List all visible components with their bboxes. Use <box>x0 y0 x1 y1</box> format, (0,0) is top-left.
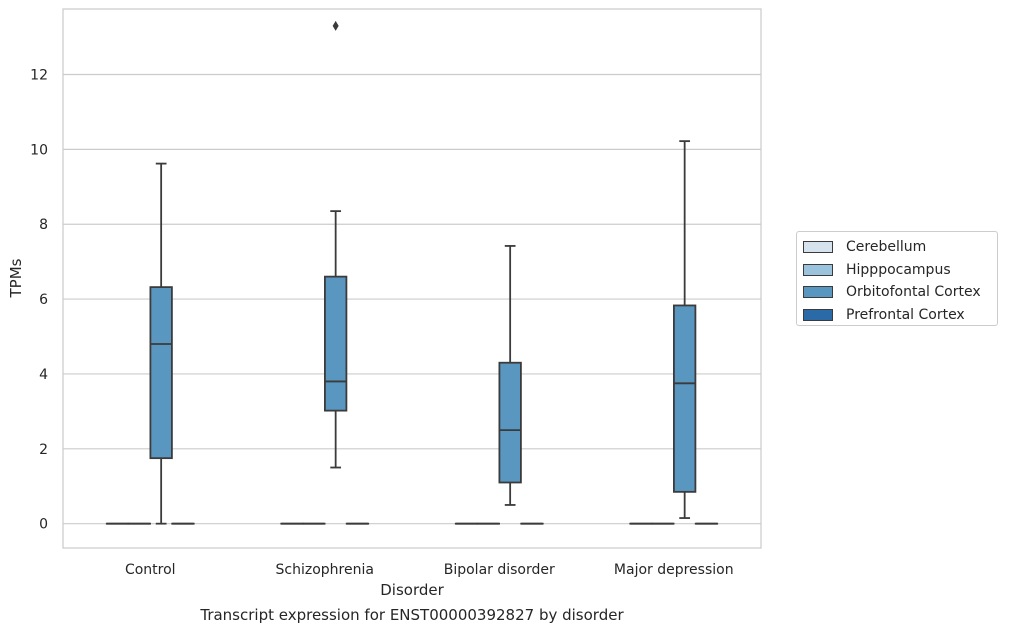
legend-label: Hipppocampus <box>846 261 951 278</box>
box <box>673 304 697 493</box>
y-tick-label: 8 <box>39 217 48 233</box>
legend-label: Orbitofontal Cortex <box>846 284 981 301</box>
chart-caption: Transcript expression for ENST0000039282… <box>200 606 624 624</box>
y-tick-labels: 0 2 4 6 8 10 12 <box>30 68 48 533</box>
box <box>498 361 522 484</box>
box-group <box>324 20 348 469</box>
legend-swatch <box>803 308 833 321</box>
gridlines <box>63 73 761 525</box>
legend-swatch <box>803 263 833 276</box>
legend-item: Cerebellum <box>803 236 997 259</box>
box-group <box>673 140 697 519</box>
x-tick-labels: Control Schizophrenia Bipolar disorder Majo… <box>125 562 734 578</box>
outlier-point <box>332 20 339 31</box>
x-axis-label: Disorder <box>380 581 444 599</box>
y-tick-label: 4 <box>39 367 48 383</box>
x-tick-label: Bipolar disorder <box>444 562 555 578</box>
plot-frame <box>62 8 762 549</box>
box-group <box>149 162 173 525</box>
y-tick-label: 10 <box>30 142 48 158</box>
box <box>149 286 173 460</box>
legend-item: Orbitofontal Cortex <box>803 281 997 304</box>
y-tick-label: 12 <box>30 68 48 84</box>
legend-swatch <box>803 241 833 254</box>
y-axis-label: TPMs <box>7 258 25 298</box>
y-tick-label: 6 <box>39 292 48 308</box>
y-tick-label: 2 <box>39 442 48 458</box>
box <box>324 275 348 412</box>
x-tick-label: Major depression <box>614 562 734 578</box>
legend-swatch <box>803 286 833 299</box>
legend-label: Prefrontal Cortex <box>846 306 965 323</box>
x-tick-label: Schizophrenia <box>276 562 374 578</box>
legend-item: Hipppocampus <box>803 259 997 282</box>
box-marks <box>105 20 719 525</box>
legend-item: Prefrontal Cortex <box>803 304 997 327</box>
x-tick-label: Control <box>125 562 176 578</box>
box-group <box>498 245 522 506</box>
legend: Cerebellum Hipppocampus Orbitofontal Corte… <box>796 231 998 326</box>
y-tick-label: 0 <box>39 517 48 533</box>
legend-label: Cerebellum <box>846 239 927 256</box>
